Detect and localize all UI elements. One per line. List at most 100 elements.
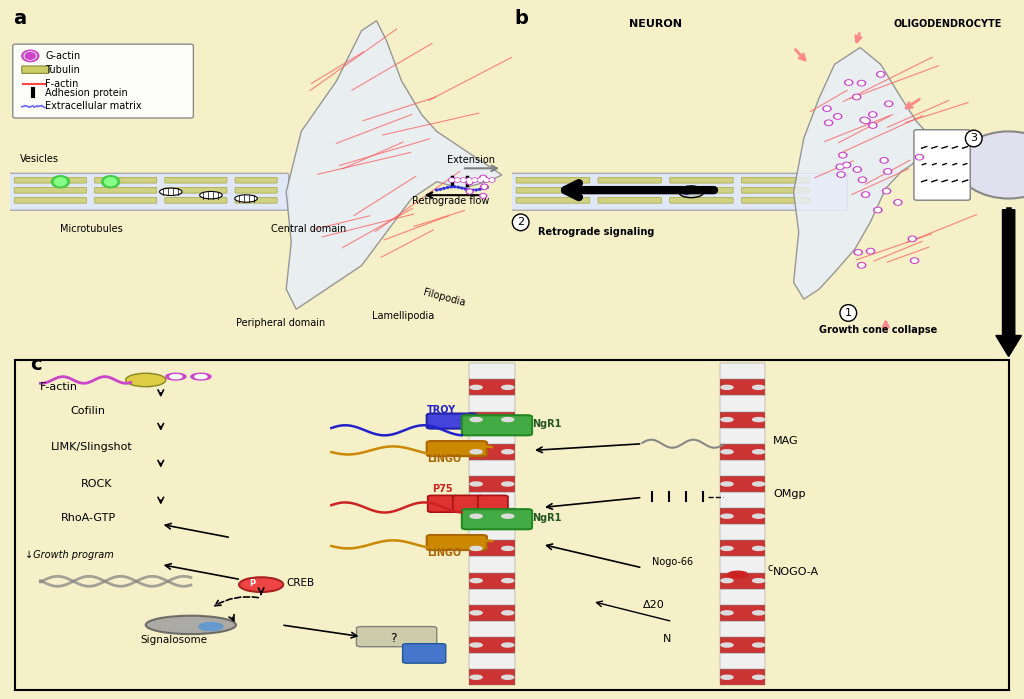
Circle shape [464, 188, 467, 190]
Bar [720, 396, 765, 412]
Circle shape [455, 178, 461, 182]
FancyBboxPatch shape [14, 198, 86, 203]
Circle shape [838, 165, 843, 168]
Circle shape [857, 263, 865, 268]
FancyBboxPatch shape [516, 198, 590, 203]
Circle shape [839, 152, 847, 158]
Circle shape [470, 675, 482, 679]
Text: Lamellipodia: Lamellipodia [372, 311, 434, 322]
Text: LINGO: LINGO [427, 548, 461, 558]
Ellipse shape [200, 192, 222, 199]
Circle shape [470, 579, 482, 583]
Circle shape [439, 189, 441, 190]
Circle shape [101, 175, 120, 188]
Bar [720, 508, 765, 524]
Circle shape [823, 106, 831, 111]
Bar [469, 476, 514, 492]
Text: a: a [12, 9, 26, 28]
Ellipse shape [234, 195, 257, 202]
FancyBboxPatch shape [8, 173, 289, 210]
Circle shape [479, 194, 486, 199]
Bar [469, 556, 514, 572]
Circle shape [753, 611, 765, 615]
Circle shape [457, 187, 460, 188]
Circle shape [442, 187, 445, 189]
Text: Adhesion protein: Adhesion protein [45, 88, 128, 98]
Circle shape [721, 611, 733, 615]
Bar [720, 460, 765, 476]
Text: Tubulin: Tubulin [45, 65, 80, 75]
Ellipse shape [160, 188, 182, 196]
Bar [720, 621, 765, 637]
Circle shape [868, 250, 873, 253]
Bar [720, 540, 765, 556]
FancyBboxPatch shape [402, 644, 445, 663]
Circle shape [482, 185, 486, 188]
FancyBboxPatch shape [94, 187, 157, 193]
Circle shape [882, 159, 887, 162]
Circle shape [478, 179, 482, 182]
Circle shape [870, 113, 876, 116]
Circle shape [482, 187, 484, 189]
Circle shape [199, 623, 223, 630]
Circle shape [861, 118, 866, 122]
Text: ?: ? [390, 632, 397, 644]
Text: Peripheral domain: Peripheral domain [236, 318, 326, 328]
Circle shape [861, 192, 869, 197]
Circle shape [51, 175, 70, 188]
Bar [720, 363, 765, 380]
Circle shape [470, 643, 482, 647]
FancyBboxPatch shape [516, 178, 590, 183]
Circle shape [502, 579, 514, 583]
Circle shape [846, 81, 851, 84]
Circle shape [957, 131, 1024, 199]
Circle shape [853, 167, 861, 172]
Circle shape [502, 449, 514, 454]
Text: 2: 2 [517, 217, 524, 227]
Bar [469, 524, 514, 540]
Text: ↓Growth program: ↓Growth program [26, 550, 114, 560]
Circle shape [502, 643, 514, 647]
Circle shape [753, 675, 765, 679]
FancyBboxPatch shape [670, 178, 733, 183]
Circle shape [502, 385, 514, 389]
Circle shape [502, 675, 514, 679]
Circle shape [866, 248, 874, 254]
Circle shape [479, 175, 486, 180]
Circle shape [824, 120, 833, 126]
Circle shape [862, 118, 870, 124]
Circle shape [836, 164, 844, 169]
Text: c: c [31, 355, 42, 374]
FancyBboxPatch shape [741, 178, 810, 183]
Circle shape [489, 179, 494, 182]
Circle shape [853, 94, 861, 100]
Circle shape [488, 178, 495, 182]
FancyBboxPatch shape [741, 198, 810, 203]
Text: F-actin: F-actin [40, 382, 79, 392]
Bar [469, 396, 514, 412]
Circle shape [879, 73, 884, 76]
Circle shape [239, 577, 284, 592]
Circle shape [910, 258, 919, 264]
Circle shape [753, 514, 765, 518]
Text: Growth cone collapse: Growth cone collapse [819, 325, 937, 335]
Bar [469, 637, 514, 653]
Circle shape [485, 187, 488, 188]
Text: LINGO: LINGO [427, 454, 461, 464]
Circle shape [470, 417, 482, 421]
Circle shape [856, 251, 861, 254]
Text: 1: 1 [845, 308, 852, 318]
Circle shape [753, 579, 765, 583]
Circle shape [461, 179, 465, 182]
Circle shape [475, 189, 477, 191]
Circle shape [195, 375, 207, 379]
Circle shape [721, 482, 733, 486]
Circle shape [886, 102, 891, 106]
Circle shape [826, 121, 831, 124]
Circle shape [470, 514, 482, 518]
Circle shape [824, 107, 829, 110]
Text: Extension: Extension [446, 155, 495, 165]
Circle shape [473, 179, 477, 182]
Circle shape [721, 449, 733, 454]
Text: F-actin: F-actin [45, 80, 79, 89]
